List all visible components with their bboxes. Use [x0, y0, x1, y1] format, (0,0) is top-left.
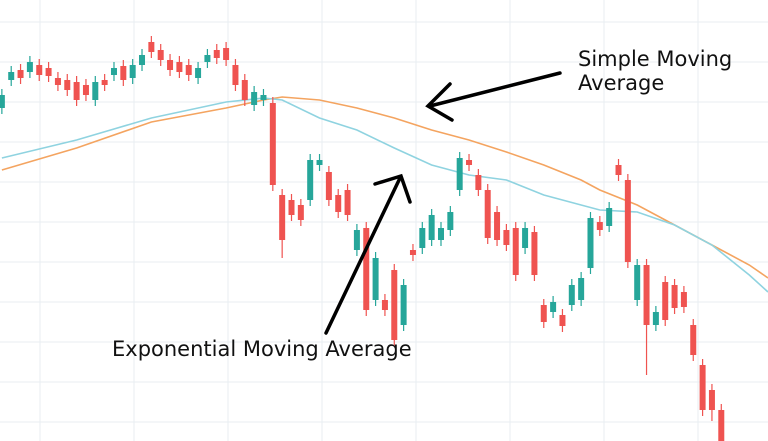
- candle-body: [213, 50, 220, 58]
- candle-body: [335, 195, 342, 212]
- candle-body: [559, 315, 566, 326]
- candle-body: [54, 78, 61, 85]
- candle-body: [550, 302, 557, 312]
- candle-body: [241, 80, 248, 100]
- candle-body: [475, 175, 482, 190]
- candle-body: [456, 158, 463, 190]
- candle-body: [587, 218, 594, 268]
- ema-label: Exponential Moving Average: [112, 337, 412, 361]
- candle-body: [204, 55, 211, 62]
- candle-body: [381, 300, 388, 310]
- annotations: Simple Moving Average Exponential Moving…: [112, 47, 732, 361]
- candle-body: [400, 285, 407, 325]
- candle-body: [512, 228, 519, 275]
- candle-body: [45, 68, 52, 76]
- candle-body: [73, 82, 80, 100]
- candle-body: [690, 325, 697, 355]
- candle-body: [522, 228, 529, 248]
- candle-body: [568, 285, 575, 305]
- candle-body: [344, 190, 351, 215]
- candle-body: [64, 80, 71, 90]
- candle-body: [466, 160, 473, 165]
- candle-body: [624, 180, 631, 262]
- candle-body: [437, 228, 444, 240]
- candle-body: [17, 70, 24, 78]
- candle-body: [540, 305, 547, 322]
- candle-body: [92, 82, 99, 100]
- candle-body: [353, 230, 360, 250]
- candle-body: [8, 72, 15, 80]
- candle-body: [503, 230, 510, 245]
- candle-body: [110, 68, 117, 75]
- moving-averages: [1, 96, 768, 293]
- candle-body: [223, 48, 230, 60]
- candle-body: [391, 270, 398, 340]
- candle-body: [662, 282, 669, 320]
- candle-body: [671, 285, 678, 308]
- candle-body: [279, 195, 286, 240]
- candle-body: [699, 365, 706, 410]
- candles: [0, 36, 725, 441]
- candle-body: [409, 250, 416, 255]
- sma-label: Simple Moving: [578, 47, 732, 71]
- candle-body: [82, 85, 89, 95]
- candle-body: [260, 95, 267, 100]
- candle-body: [139, 55, 146, 65]
- candle-body: [26, 62, 33, 72]
- candle-body: [652, 312, 659, 325]
- candle-body: [718, 410, 725, 441]
- candle-body: [176, 62, 183, 72]
- candle-body: [578, 278, 585, 300]
- candle-body: [494, 212, 501, 240]
- candle-body: [167, 60, 174, 70]
- candle-body: [428, 215, 435, 240]
- candle-body: [708, 390, 715, 410]
- candle-body: [120, 66, 127, 80]
- candle-body: [101, 80, 108, 85]
- candle-body: [269, 103, 276, 185]
- candle-body: [596, 222, 603, 230]
- candle-body: [195, 68, 202, 78]
- candle-body: [325, 172, 332, 200]
- candle-body: [36, 65, 43, 75]
- candle-body: [615, 165, 622, 175]
- ema-arrow: [324, 173, 412, 335]
- moving-average-line: [1, 96, 768, 279]
- candle-body: [251, 92, 258, 105]
- candle-body: [157, 50, 164, 60]
- candle-body: [680, 292, 687, 307]
- candle-body: [606, 208, 613, 226]
- candle-body: [0, 95, 5, 108]
- candle-body: [148, 42, 155, 52]
- candle-body: [634, 265, 641, 300]
- candle-body: [307, 160, 314, 200]
- candle-body: [372, 258, 379, 300]
- candle-body: [316, 160, 323, 165]
- candle-body: [419, 228, 426, 248]
- candle-body: [363, 228, 370, 310]
- candle-body: [288, 200, 295, 215]
- candle-body: [447, 212, 454, 230]
- sma-arrow: [425, 71, 562, 122]
- candle-body: [297, 205, 304, 220]
- candle-body: [531, 232, 538, 275]
- sma-label: Average: [578, 71, 664, 95]
- candle-body: [484, 190, 491, 238]
- candle-body: [643, 265, 650, 325]
- candle-body: [129, 65, 136, 78]
- moving-average-line: [1, 97, 768, 293]
- candle-body: [232, 65, 239, 85]
- candle-body: [185, 65, 192, 75]
